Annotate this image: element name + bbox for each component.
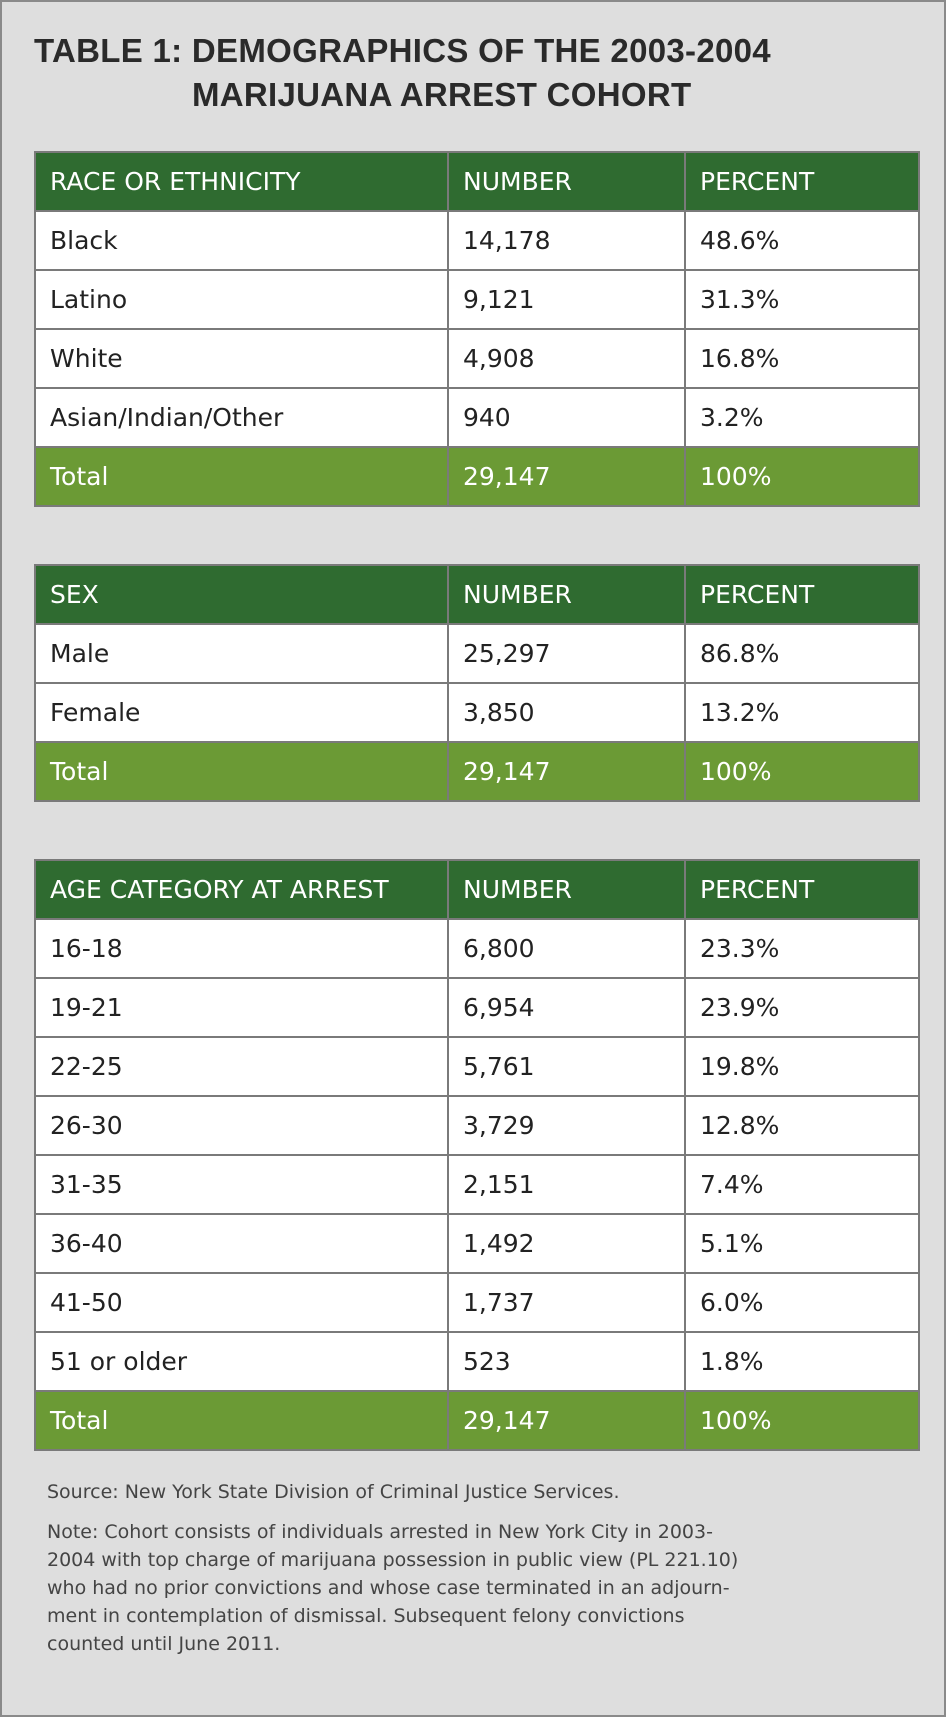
cell: 3.2% [684,387,920,448]
total-row: Total 29,147 100% [34,741,920,802]
cell: 23.9% [684,977,920,1038]
source: Source: New York State Division of Crimi… [47,1481,620,1503]
title-line: MARIJUANA ARREST COHORT [192,76,692,113]
data-row: 41-50 1,737 6.0% [34,1272,920,1333]
cell: 3,729 [447,1095,686,1156]
cell: 16-18 [34,918,449,979]
header-cell: PERCENT [684,151,920,212]
cell: 7.4% [684,1154,920,1215]
total-row: Total 29,147 100% [34,1390,920,1451]
note: Note: Cohort consists of individuals arr… [47,1518,738,1658]
header-row: RACE OR ETHNICITY NUMBER PERCENT [34,151,920,212]
header-cell: PERCENT [684,859,920,920]
note-line: ment in contemplation of dismissal. Subs… [47,1605,685,1627]
total-row: Total 29,147 100% [34,446,920,507]
total-cell: 100% [684,741,920,802]
cell: Black [34,210,449,271]
cell: 13.2% [684,682,920,743]
cell: 5.1% [684,1213,920,1274]
cell: 31-35 [34,1154,449,1215]
cell: 4,908 [447,328,686,389]
cell: 523 [447,1331,686,1392]
cell: White [34,328,449,389]
data-row: 26-30 3,729 12.8% [34,1095,920,1156]
cell: 19-21 [34,977,449,1038]
data-row: Black 14,178 48.6% [34,210,920,271]
cell: 1,492 [447,1213,686,1274]
cell: 26-30 [34,1095,449,1156]
cell: 2,151 [447,1154,686,1215]
header-cell: NUMBER [447,859,686,920]
data-row: Male 25,297 86.8% [34,623,920,684]
data-table: SEX NUMBER PERCENT Male 25,297 86.8% Female 3,8… [34,564,920,802]
data-row: 16-18 6,800 23.3% [34,918,920,979]
cell: 6,954 [447,977,686,1038]
data-row: 36-40 1,492 5.1% [34,1213,920,1274]
cell: 23.3% [684,918,920,979]
cell: 36-40 [34,1213,449,1274]
header-row: SEX NUMBER PERCENT [34,564,920,625]
cell: 48.6% [684,210,920,271]
header-cell: NUMBER [447,151,686,212]
note-line: 2004 with top charge of marijuana posses… [47,1549,739,1571]
cell: 31.3% [684,269,920,330]
total-cell: Total [34,1390,449,1451]
data-row: Latino 9,121 31.3% [34,269,920,330]
note-line: counted until June 2011. [47,1633,281,1655]
data-row: Asian/Indian/Other 940 3.2% [34,387,920,448]
total-cell: 100% [684,446,920,507]
cell: 22-25 [34,1036,449,1097]
total-cell: Total [34,741,449,802]
cell: 16.8% [684,328,920,389]
header-cell: PERCENT [684,564,920,625]
total-cell: Total [34,446,449,507]
title-line: TABLE 1: DEMOGRAPHICS OF THE 2003-2004 [34,32,771,69]
data-row: Female 3,850 13.2% [34,682,920,743]
data-row: 31-35 2,151 7.4% [34,1154,920,1215]
cell: 1,737 [447,1272,686,1333]
cell: 5,761 [447,1036,686,1097]
cell: 19.8% [684,1036,920,1097]
note-line: Note: Cohort consists of individuals arr… [47,1521,713,1543]
header-cell: SEX [34,564,449,625]
header-row: AGE CATEGORY AT ARREST NUMBER PERCENT [34,859,920,920]
total-cell: 100% [684,1390,920,1451]
cell: 1.8% [684,1331,920,1392]
cell: 41-50 [34,1272,449,1333]
cell: 9,121 [447,269,686,330]
cell: 940 [447,387,686,448]
note-line: who had no prior convictions and whose c… [47,1577,730,1599]
header-cell: NUMBER [447,564,686,625]
cell: 12.8% [684,1095,920,1156]
data-row: 51 or older 523 1.8% [34,1331,920,1392]
cell: 6.0% [684,1272,920,1333]
cell: 6,800 [447,918,686,979]
header-cell: RACE OR ETHNICITY [34,151,449,212]
cell: Latino [34,269,449,330]
header-cell: AGE CATEGORY AT ARREST [34,859,449,920]
data-row: 19-21 6,954 23.9% [34,977,920,1038]
cell: 25,297 [447,623,686,684]
data-row: White 4,908 16.8% [34,328,920,389]
data-table: RACE OR ETHNICITY NUMBER PERCENT Black 14,17… [34,151,920,507]
total-cell: 29,147 [447,1390,686,1451]
cell: Female [34,682,449,743]
cell: 3,850 [447,682,686,743]
total-cell: 29,147 [447,741,686,802]
cell: Male [34,623,449,684]
cell: 14,178 [447,210,686,271]
total-cell: 29,147 [447,446,686,507]
cell: 51 or older [34,1331,449,1392]
cell: Asian/Indian/Other [34,387,449,448]
data-row: 22-25 5,761 19.8% [34,1036,920,1097]
cell: 86.8% [684,623,920,684]
data-table: AGE CATEGORY AT ARREST NUMBER PERCENT 16-18… [34,859,920,1451]
